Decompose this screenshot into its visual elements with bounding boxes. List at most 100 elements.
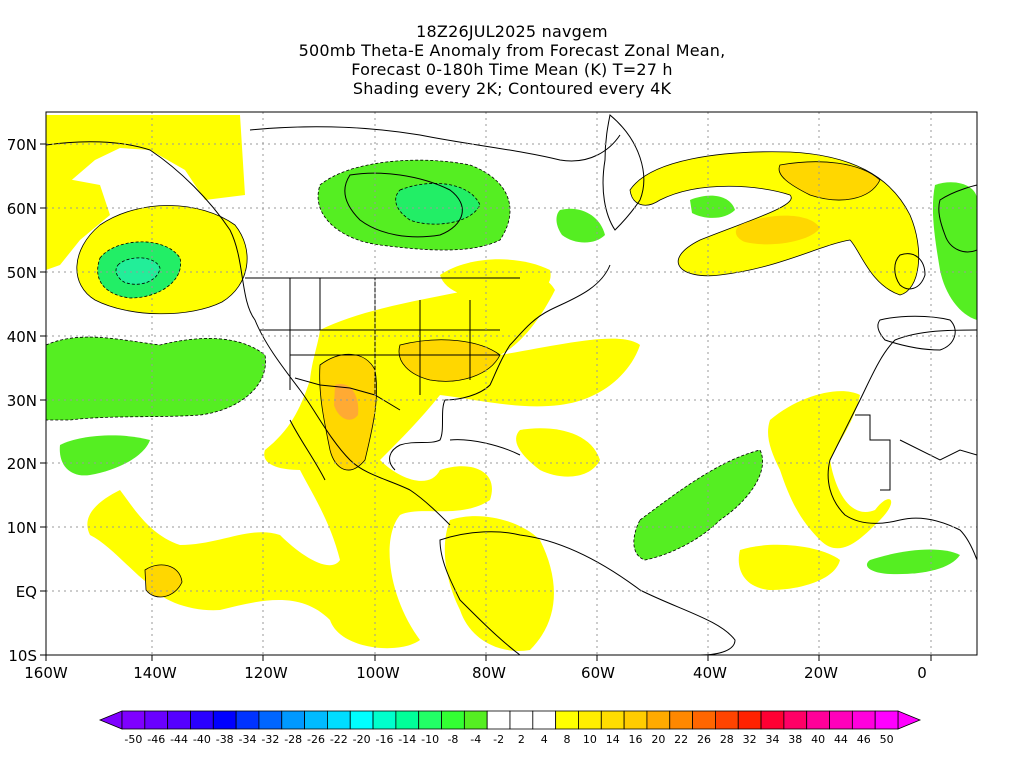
colorbar-swatch — [692, 710, 716, 730]
border-us-states-1 — [289, 278, 471, 395]
lat-label: 60N — [7, 200, 37, 218]
coastlines — [46, 114, 977, 655]
colorbar-label: 14 — [606, 733, 620, 746]
lon-label: 80W — [472, 664, 506, 682]
border-africa-west — [855, 414, 891, 491]
colorbar-label: -14 — [398, 733, 416, 746]
coast-scandinavia — [938, 184, 977, 253]
colorbar-swatch — [463, 710, 488, 730]
anomaly-region-midwest-blob — [440, 259, 551, 300]
lon-label: 100W — [356, 664, 400, 682]
colorbar-swatch — [509, 710, 534, 730]
colorbar-label: -2 — [493, 733, 504, 746]
anomaly-region-east-pacific — [46, 336, 266, 421]
colorbar-swatch — [669, 710, 693, 730]
anomaly-region-pacific-core — [144, 564, 183, 598]
colorbar: -50 -46 -44 -40 -38 -34 -32 -28 -26 -22 -20 -16 -14-… — [98, 710, 922, 746]
colorbar-label: 8 — [564, 733, 571, 746]
colorbar-swatch — [281, 710, 305, 730]
colorbar-swatch — [441, 710, 465, 730]
colorbar-swatch — [874, 710, 899, 730]
coast-british-isles — [894, 253, 926, 290]
axis-ticks — [40, 143, 932, 661]
colorbar-label: 40 — [811, 733, 825, 746]
colorbar-label: -22 — [330, 733, 348, 746]
colorbar-swatch — [144, 710, 169, 730]
colorbar-swatch — [737, 710, 762, 730]
title-line-date: 18Z26JUL2025 navgem — [416, 22, 608, 41]
colorbar-swatch — [372, 710, 397, 730]
coast-north-america-west — [46, 141, 451, 526]
title-line-shading: Shading every 2K; Contoured every 4K — [352, 79, 672, 98]
anomaly-region-atlantic-core — [735, 215, 820, 245]
colorbar-label: -34 — [239, 733, 257, 746]
anomaly-region-southeast-core — [398, 339, 501, 382]
colorbar-label: 20 — [651, 733, 665, 746]
anomaly-region-pacific-band — [59, 435, 150, 476]
lat-label: EQ — [16, 583, 37, 601]
colorbar-label: -50 — [124, 733, 142, 746]
anomaly-region-mexico-peak — [334, 384, 359, 420]
colorbar-swatch — [760, 710, 785, 730]
lat-label: 20N — [7, 455, 37, 473]
lat-label: 40N — [7, 328, 37, 346]
coast-iberia — [877, 315, 956, 351]
colorbar-swatch — [623, 710, 648, 730]
map-frame — [45, 111, 978, 656]
anomaly-region-west-coast — [46, 175, 110, 270]
lon-label: 0 — [917, 664, 927, 682]
colorbar-label: 50 — [880, 733, 894, 746]
lat-label: 10N — [7, 519, 37, 537]
colorbar-swatch — [715, 710, 739, 730]
colorbar-label: -10 — [421, 733, 439, 746]
lat-label: 30N — [7, 392, 37, 410]
colorbar-label: -46 — [147, 733, 165, 746]
border-us-states-2 — [260, 329, 500, 356]
lat-label: 50N — [7, 264, 37, 282]
colorbar-swatch — [783, 710, 808, 730]
colorbar-label: -28 — [284, 733, 302, 746]
colorbar-label: 38 — [788, 733, 802, 746]
colorbar-label: 34 — [765, 733, 779, 746]
colorbar-label: 44 — [834, 733, 848, 746]
anomaly-region-tropical-atlantic — [738, 544, 840, 590]
map-grid — [46, 112, 977, 655]
colorbar-label: -20 — [353, 733, 371, 746]
coast-greenland — [602, 114, 645, 231]
colorbar-label: 16 — [629, 733, 643, 746]
coast-hudson-bay — [344, 172, 463, 238]
colorbar-label: 46 — [857, 733, 871, 746]
colorbar-swatch — [235, 710, 260, 730]
anomaly-region-central-atlantic — [633, 449, 763, 561]
anomaly-region-europe-green — [932, 182, 977, 320]
title-line-variable: 500mb Theta-E Anomaly from Forecast Zona… — [298, 41, 726, 60]
colorbar-swatch — [167, 710, 191, 730]
lon-label: 40W — [693, 664, 727, 682]
lat-label: 10S — [8, 647, 37, 665]
colorbar-label: 2 — [518, 733, 525, 746]
anomaly-region-east-atlantic — [768, 391, 892, 549]
coast-north-america-east — [389, 264, 611, 471]
colorbar-swatch — [578, 710, 602, 730]
colorbar-swatch — [806, 710, 830, 730]
anomaly-region-south-america — [444, 516, 554, 651]
anomaly-region-hudson-bay-core — [395, 183, 481, 225]
colorbar-label: -40 — [193, 733, 211, 746]
coast-baja — [289, 419, 326, 481]
colorbar-swatch — [829, 710, 853, 730]
colorbar-swatch — [304, 710, 328, 730]
anomaly-region-pacific-nw — [46, 115, 245, 200]
colorbar-swatch — [349, 710, 374, 730]
colorbar-label: 26 — [697, 733, 711, 746]
colorbar-label: -4 — [470, 733, 481, 746]
lat-label: 70N — [7, 136, 37, 154]
colorbar-swatch — [395, 710, 420, 730]
colorbar-swatch — [532, 710, 557, 730]
colorbar-swatch — [600, 710, 625, 730]
coast-africa — [827, 329, 977, 561]
colorbar-swatch — [121, 710, 146, 730]
colorbar-label: -26 — [307, 733, 325, 746]
lat-axis: 70N 60N 50N 40N 30N 20N 10N EQ 10S — [7, 136, 37, 665]
coast-south-america — [439, 531, 736, 655]
